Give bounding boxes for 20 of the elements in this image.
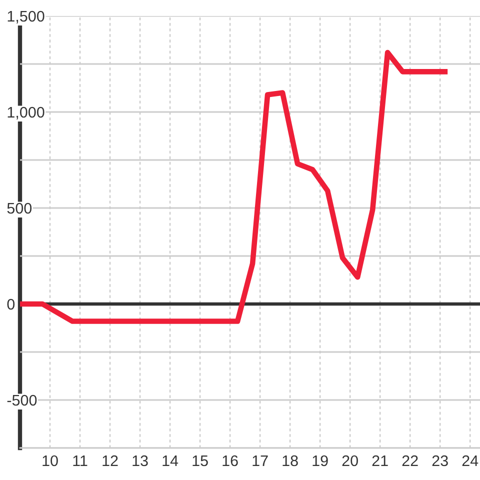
x-tick-label: 21 <box>372 455 388 466</box>
x-tick-label: 17 <box>252 456 268 466</box>
y-tick-label: 500 <box>7 202 32 214</box>
x-tick-label: 11 <box>73 456 88 466</box>
x-tick-label: 13 <box>132 455 148 466</box>
x-tick-label: 16 <box>222 455 238 466</box>
x-tick-label: 18 <box>282 455 298 466</box>
x-tick-label: 22 <box>402 455 418 466</box>
x-tick-label: 14 <box>162 456 178 466</box>
y-tick-label: 0 <box>7 298 15 310</box>
x-tick-label: 19 <box>312 455 328 466</box>
y-tick-label: -500 <box>7 394 37 406</box>
x-tick-label: 10 <box>42 455 58 466</box>
x-tick-label: 15 <box>192 456 208 466</box>
x-tick-label: 24 <box>462 455 478 466</box>
y-tick-label: 1,000 <box>8 106 44 120</box>
x-tick-label: 12 <box>102 455 118 466</box>
x-tick-label: 23 <box>432 455 448 466</box>
y-tick-label: 1,500 <box>8 10 44 24</box>
x-tick-label: 20 <box>342 455 358 466</box>
